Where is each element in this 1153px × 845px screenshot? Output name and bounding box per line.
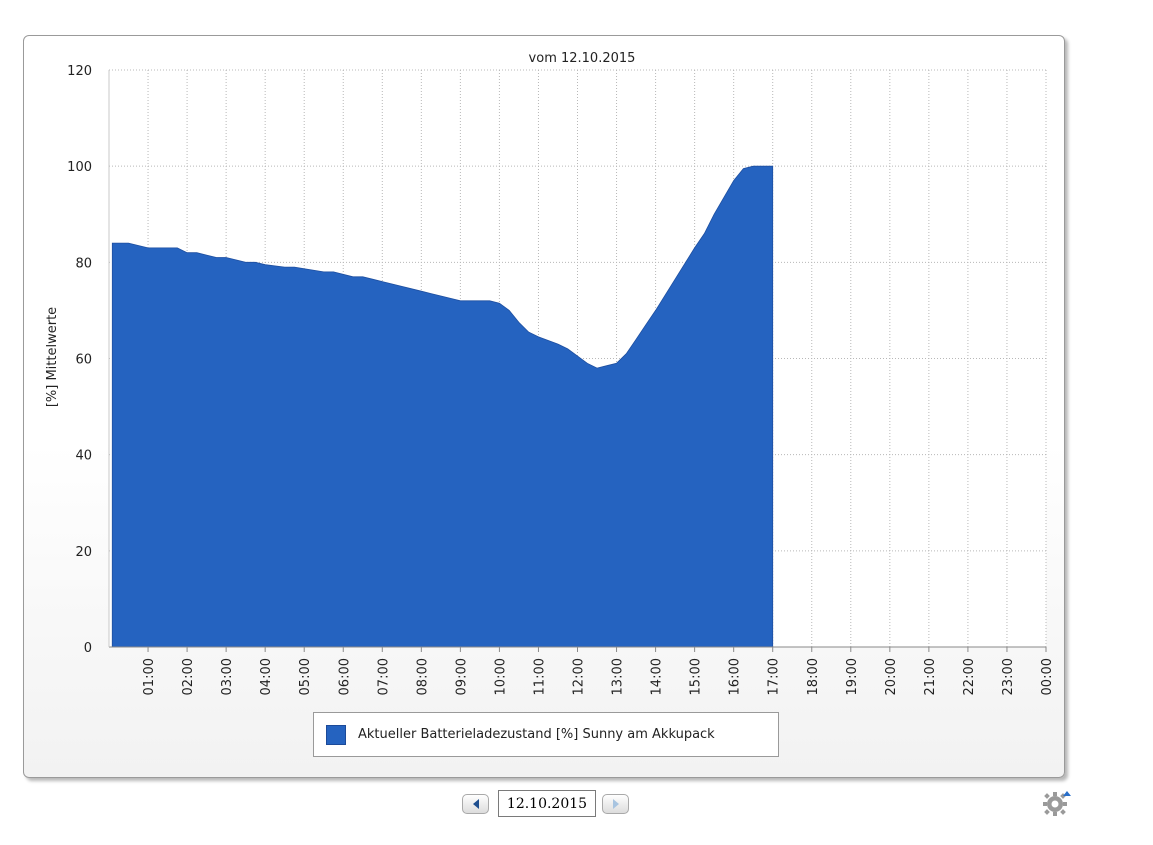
previous-day-button[interactable] xyxy=(462,794,489,814)
y-tick-label: 100 xyxy=(67,160,92,175)
y-tick-label: 40 xyxy=(75,449,92,464)
x-tick-labels: 01:00 02:00 03:00 04:00 05:00 06:00 07:00 08:00… xyxy=(142,647,1055,695)
chart-legend: Aktueller Batterieladezustand [%] Sunny … xyxy=(313,712,779,757)
next-day-button[interactable] xyxy=(602,794,629,814)
x-tick-label: 07:00 xyxy=(376,658,391,695)
y-tick-label: 120 xyxy=(67,64,92,79)
date-input[interactable] xyxy=(498,790,596,817)
x-tick-label: 20:00 xyxy=(884,658,899,695)
x-tick-label: 14:00 xyxy=(650,658,665,695)
date-navigation xyxy=(0,790,1153,818)
x-tick-label: 19:00 xyxy=(845,658,860,695)
x-tick-label: 06:00 xyxy=(337,658,352,695)
x-tick-label: 09:00 xyxy=(454,658,469,695)
legend-label: Aktueller Batterieladezustand [%] Sunny … xyxy=(358,727,715,742)
x-tick-label: 21:00 xyxy=(923,658,938,695)
x-tick-label: 17:00 xyxy=(767,658,782,695)
arrow-left-icon xyxy=(472,799,479,809)
x-tick-label: 16:00 xyxy=(728,658,743,695)
y-tick-labels: 0 20 40 60 80 100 120 xyxy=(67,64,92,656)
x-tick-label: 01:00 xyxy=(142,658,157,695)
x-tick-label: 11:00 xyxy=(532,658,547,695)
area-layer xyxy=(111,165,774,648)
x-tick-label: 22:00 xyxy=(962,658,977,695)
x-tick-label: 13:00 xyxy=(611,658,626,695)
y-tick-label: 60 xyxy=(75,353,92,368)
x-tick-label: 15:00 xyxy=(689,658,704,695)
x-tick-label: 05:00 xyxy=(298,658,313,695)
x-tick-label: 12:00 xyxy=(572,658,587,695)
x-tick-label: 00:00 xyxy=(1040,658,1055,695)
gear-icon[interactable] xyxy=(1043,789,1071,817)
arrow-right-icon xyxy=(612,799,619,809)
x-tick-label: 02:00 xyxy=(181,658,196,695)
y-axis-label: [%] Mittelwerte xyxy=(45,307,60,407)
chart-title: vom 12.10.2015 xyxy=(529,51,636,66)
y-tick-label: 0 xyxy=(84,641,92,656)
y-tick-label: 20 xyxy=(75,545,92,560)
series-area xyxy=(111,165,774,648)
x-tick-label: 04:00 xyxy=(259,658,274,695)
x-tick-label: 10:00 xyxy=(493,658,508,695)
legend-swatch xyxy=(326,724,346,745)
x-tick-label: 23:00 xyxy=(1001,658,1016,695)
y-tick-label: 80 xyxy=(75,256,92,271)
x-tick-label: 18:00 xyxy=(806,658,821,695)
x-tick-label: 03:00 xyxy=(220,658,235,695)
x-tick-label: 08:00 xyxy=(415,658,430,695)
